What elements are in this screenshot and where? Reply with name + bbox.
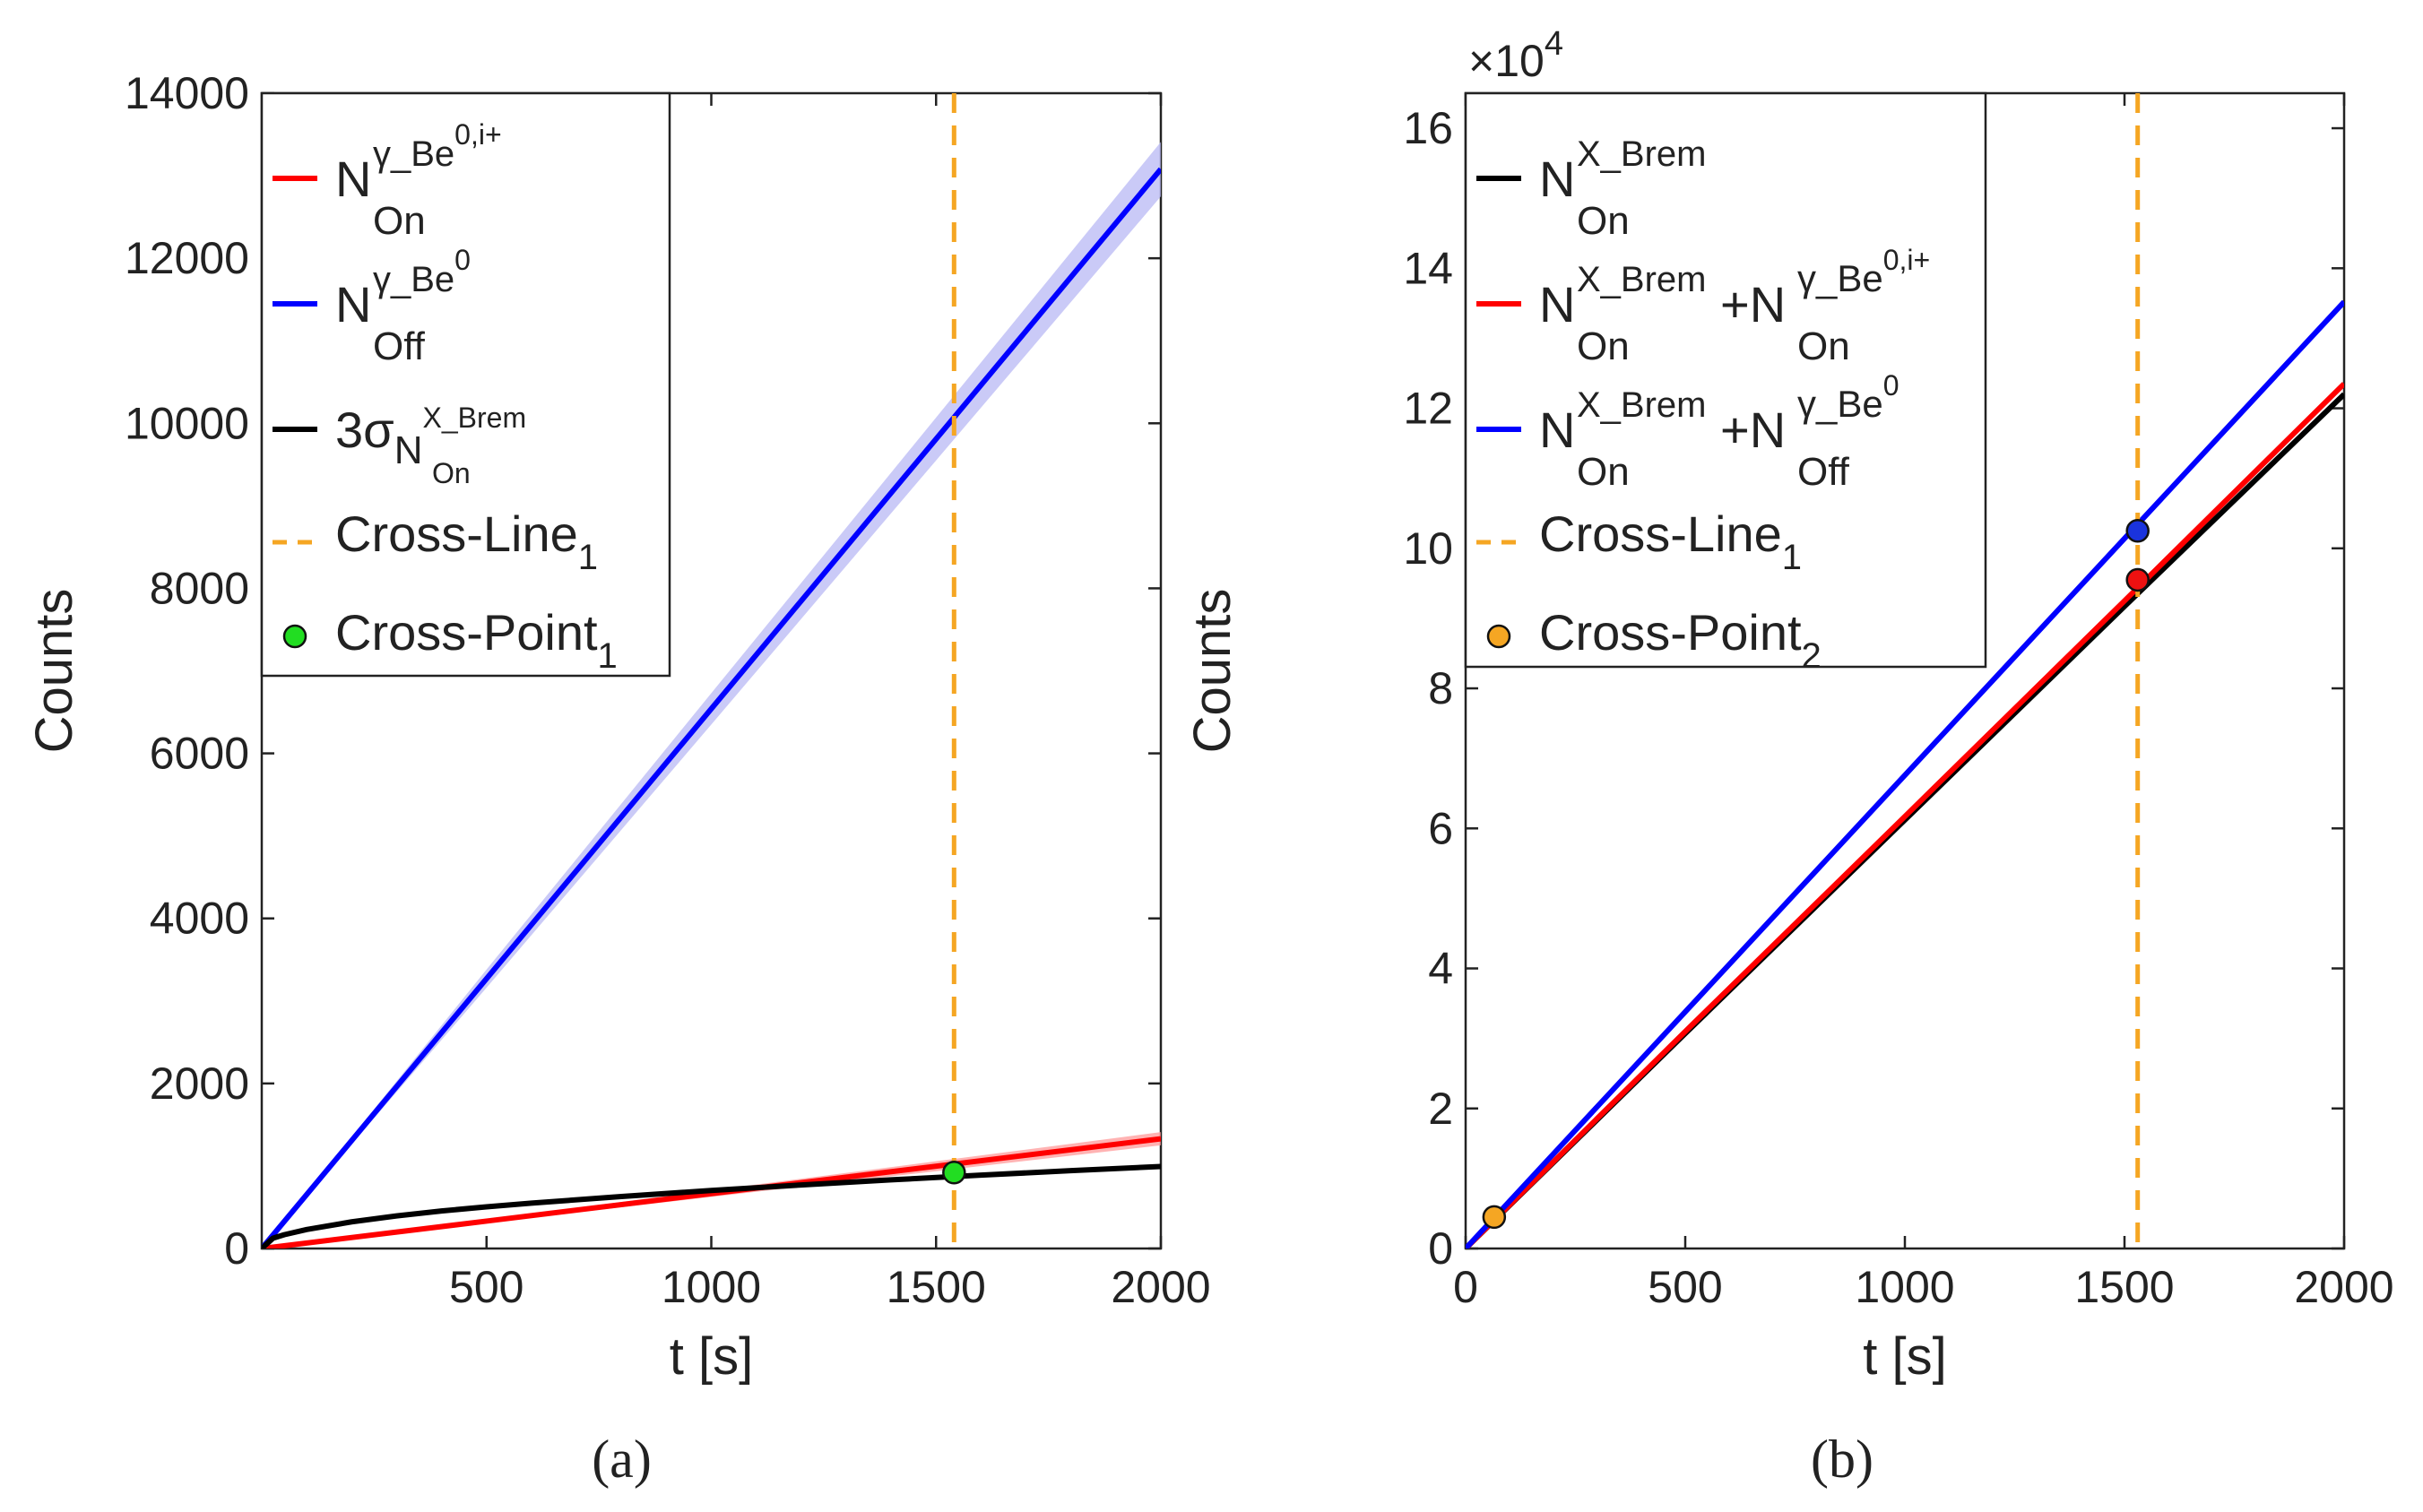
y-axis-multiplier: ×104 (1468, 25, 1563, 86)
legend-swatch (1486, 624, 1511, 649)
legend-label: NX_Brem On+N γ_Be0 Off (1539, 369, 1899, 494)
legend-item-black: NX_Brem On (1476, 134, 1707, 243)
legend-item-red: NX_Brem On+N γ_Be0,i+ On (1476, 244, 1930, 368)
cross-point-2 (2125, 567, 2150, 592)
x-tick-label: 0 (1453, 1262, 1478, 1312)
series-line-blue (1466, 299, 2344, 1248)
y-tick-label: 6000 (150, 729, 249, 779)
x-tick-label: 2000 (2294, 1262, 2393, 1312)
panel-label: (b) (1811, 1430, 1873, 1489)
y-tick-label: 8 (1428, 663, 1453, 713)
legend-box (260, 91, 671, 678)
panel-label: (a) (592, 1430, 652, 1489)
legend-label: NX_Brem On+N γ_Be0,i+ On (1539, 244, 1930, 368)
legend-label: NX_Brem On (1539, 134, 1707, 243)
y-tick-label: 0 (224, 1223, 249, 1274)
x-tick-label: 2000 (1111, 1262, 1210, 1312)
legend-item-cross-point: Cross-Point1 (282, 604, 618, 676)
legend-item-red: Nγ_Be0,i+ On (273, 118, 502, 243)
y-tick-label: 6 (1428, 803, 1453, 853)
legend-label: Nγ_Be0,i+ On (335, 118, 502, 243)
y-tick-label: 2000 (150, 1058, 249, 1109)
legend-item-cross-point: Cross-Point2 (1486, 604, 1822, 676)
x-tick-label: 1000 (1855, 1262, 1954, 1312)
x-axis-label: t [s] (1863, 1327, 1946, 1386)
y-axis-label: Counts (25, 589, 83, 754)
y-tick-label: 14000 (125, 68, 249, 118)
legend-label: Cross-Point2 (1539, 604, 1822, 676)
legend-box (1464, 91, 1987, 669)
x-tick-label: 500 (1648, 1262, 1722, 1312)
legend-item-cross-line: Cross-Line1 (1476, 505, 1802, 577)
y-tick-label: 12 (1403, 384, 1453, 434)
legend-label: Cross-Point1 (335, 604, 618, 676)
legend-label: 3σNX_Brem On (335, 402, 526, 489)
x-tick-label: 1500 (2074, 1262, 2174, 1312)
plot-area (1466, 93, 2344, 1248)
plot-area (262, 93, 1161, 1248)
y-tick-label: 10000 (125, 398, 249, 448)
y-tick-label: 16 (1403, 103, 1453, 153)
chart-panel-b: 0 2 4 6 8 10 12 14 16 0 500 1000 1500 2000 t [s] Counts… (1183, 25, 2394, 1489)
legend-item-black: 3σNX_Brem On (273, 402, 526, 489)
legend-item-cross-line: Cross-Line1 (273, 505, 598, 577)
x-tick-label: 500 (449, 1262, 524, 1312)
legend-label: Nγ_Be0 Off (335, 244, 471, 368)
x-axis-label: t [s] (670, 1327, 753, 1386)
y-tick-label: 8000 (150, 563, 249, 613)
legend-item-blue: Nγ_Be0 Off (273, 244, 471, 368)
legend-swatch (282, 624, 307, 649)
cross-point-1 (2125, 519, 2150, 543)
series-line-black (262, 1163, 1161, 1248)
series-band-blue (262, 142, 1161, 1248)
y-tick-label: 12000 (125, 233, 249, 283)
y-tick-label: 4000 (150, 894, 249, 944)
y-tick-label: 14 (1403, 243, 1453, 293)
legend-label: Cross-Line1 (335, 505, 598, 577)
chart-panel-a: 0 2000 4000 6000 8000 10000 12000 14000 500 1000 1… (25, 68, 1211, 1489)
y-tick-label: 10 (1403, 523, 1453, 574)
legend-item-blue: NX_Brem On+N γ_Be0 Off (1476, 369, 1899, 494)
series-line-red (1466, 382, 2344, 1248)
y-tick-label: 0 (1428, 1223, 1453, 1274)
y-axis-label: Counts (1183, 589, 1242, 754)
x-tick-label: 1500 (887, 1262, 986, 1312)
y-tick-label: 4 (1428, 944, 1453, 994)
series-line-blue (262, 167, 1161, 1248)
cross-point-0 (942, 1161, 966, 1185)
y-tick-label: 2 (1428, 1084, 1453, 1134)
cross-point-0 (1482, 1205, 1507, 1230)
legend-label: Cross-Line1 (1539, 505, 1802, 577)
series-line-red (262, 1136, 1161, 1248)
x-tick-label: 1000 (662, 1262, 761, 1312)
